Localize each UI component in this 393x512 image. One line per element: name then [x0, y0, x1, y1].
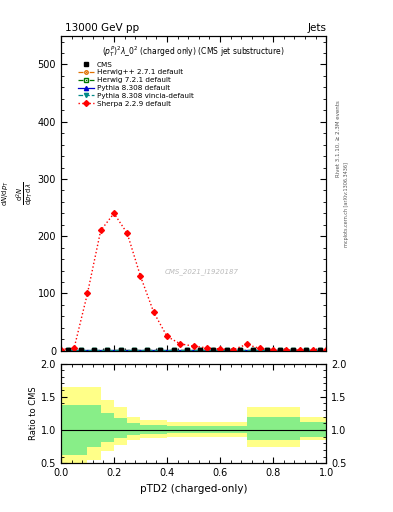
- Text: $(p_T^P)^2\lambda\_0^2$ (charged only) (CMS jet substructure): $(p_T^P)^2\lambda\_0^2$ (charged only) (…: [102, 44, 285, 58]
- Text: 13000 GeV pp: 13000 GeV pp: [65, 23, 139, 33]
- Text: mcplots.cern.ch [arXiv:1306.3436]: mcplots.cern.ch [arXiv:1306.3436]: [344, 162, 349, 247]
- X-axis label: pTD2 (charged-only): pTD2 (charged-only): [140, 484, 247, 494]
- Text: Rivet 3.1.10, ≥ 2.3M events: Rivet 3.1.10, ≥ 2.3M events: [336, 100, 341, 177]
- Text: Jets: Jets: [307, 23, 326, 33]
- Y-axis label: Ratio to CMS: Ratio to CMS: [29, 387, 38, 440]
- Text: CMS_2021_I1920187: CMS_2021_I1920187: [165, 269, 239, 275]
- Y-axis label: $\frac{1}{\mathrm{d}N/\mathrm{d}p_T}$
$\frac{\mathrm{d}^2N}{\mathrm{d}p_T\,\math: $\frac{1}{\mathrm{d}N/\mathrm{d}p_T}$ $\…: [0, 180, 35, 206]
- Legend: CMS, Herwig++ 2.7.1 default, Herwig 7.2.1 default, Pythia 8.308 default, Pythia : CMS, Herwig++ 2.7.1 default, Herwig 7.2.…: [78, 61, 193, 107]
